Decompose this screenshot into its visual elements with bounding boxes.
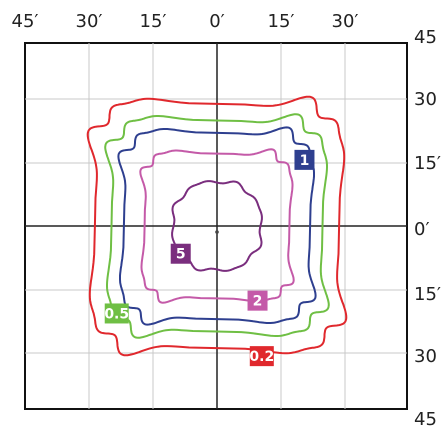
right-tick-label: 15′	[414, 153, 441, 174]
center-point	[215, 230, 219, 234]
top-tick-label: 15′	[140, 11, 167, 32]
contour-2	[139, 148, 295, 304]
label-2: 2	[253, 294, 263, 310]
top-tick-labels: 45′ 30′ 15′ 0′ 15′ 30′	[12, 11, 359, 32]
label-box-0-5	[104, 303, 129, 324]
top-tick-label: 15′	[268, 11, 295, 32]
right-tick-label: 0′	[414, 219, 430, 240]
contour-1	[117, 126, 317, 326]
right-tick-label: 30	[414, 89, 437, 110]
top-tick-label: 0′	[209, 11, 225, 32]
label-0-5: 0.5	[104, 306, 129, 322]
label-1: 1	[300, 153, 310, 169]
top-tick-label: 30′	[332, 11, 359, 32]
right-tick-label: 30	[414, 346, 437, 367]
label-0-2: 0.2	[249, 349, 274, 365]
top-tick-label: 30′	[76, 11, 103, 32]
contour-0-2	[86, 95, 348, 357]
label-box-1	[294, 149, 315, 170]
right-tick-label: 45	[414, 27, 437, 48]
right-tick-labels: 45 30 15′ 0′ 15′ 30 45	[414, 27, 441, 430]
label-box-0-2	[249, 346, 274, 367]
top-tick-label: 45′	[12, 11, 39, 32]
label-box-2	[247, 290, 268, 311]
contour-0-5	[104, 113, 330, 339]
contour-labels: 1 5 2 0.5 0.2	[104, 149, 315, 367]
right-tick-label: 15′	[414, 284, 441, 305]
right-tick-label: 45	[414, 409, 437, 430]
label-5: 5	[176, 247, 186, 263]
contour-5	[171, 180, 263, 272]
contour-lines	[86, 95, 348, 357]
label-box-5	[170, 243, 191, 264]
